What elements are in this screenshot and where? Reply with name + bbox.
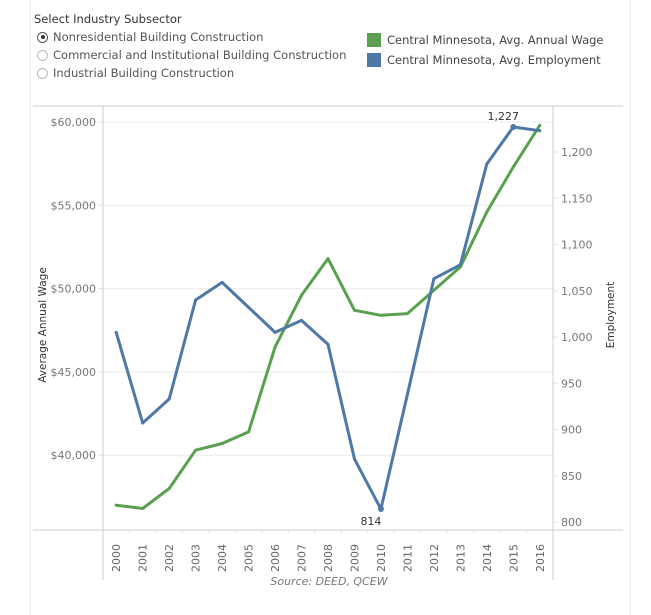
right-tick-label: 950	[561, 377, 582, 390]
data-point[interactable]	[273, 330, 277, 334]
legend-label: Central Minnesota, Avg. Annual Wage	[387, 33, 604, 47]
left-axis-ticks: $40,000 $45,000 $50,000 $55,000 $60,000	[51, 116, 103, 462]
left-tick-label: $45,000	[51, 366, 97, 379]
panel-divider-left	[30, 0, 31, 615]
annotated-point[interactable]	[510, 124, 517, 131]
left-axis-title: Average Annual Wage	[37, 267, 49, 383]
x-tick-label: 2007	[296, 544, 309, 572]
data-point[interactable]	[352, 308, 356, 312]
legend-label: Central Minnesota, Avg. Employment	[387, 53, 601, 67]
data-point[interactable]	[220, 280, 224, 284]
data-point[interactable]	[167, 397, 171, 401]
series-lines	[114, 123, 542, 511]
right-tick-label: 1,200	[561, 146, 593, 159]
data-point[interactable]	[300, 293, 304, 297]
x-tick-label: 2010	[375, 544, 388, 572]
right-tick-label: 1,100	[561, 239, 593, 252]
data-label: 814	[360, 515, 381, 528]
x-tick-label: 2015	[507, 544, 520, 572]
right-tick-label: 1,150	[561, 192, 593, 205]
data-point[interactable]	[405, 392, 409, 396]
data-point[interactable]	[432, 277, 436, 281]
data-point[interactable]	[326, 342, 330, 346]
x-tick-label: 2012	[428, 544, 441, 572]
data-point[interactable]	[379, 313, 383, 317]
left-tick-label: $40,000	[51, 449, 97, 462]
data-point[interactable]	[167, 487, 171, 491]
data-point[interactable]	[352, 457, 356, 461]
radio-option-commercial-institutional[interactable]: Commercial and Institutional Building Co…	[37, 48, 346, 62]
data-point[interactable]	[485, 210, 489, 214]
data-point[interactable]	[326, 257, 330, 261]
panel-divider-right	[630, 0, 631, 615]
data-point[interactable]	[511, 165, 515, 169]
x-tick-label: 2009	[348, 544, 361, 572]
x-tick-label: 2001	[137, 544, 150, 572]
radio-option-label: Industrial Building Construction	[53, 66, 235, 80]
radio-selected-icon[interactable]	[37, 31, 48, 43]
data-point[interactable]	[220, 442, 224, 446]
data-point[interactable]	[432, 288, 436, 292]
x-tick-label: 2008	[322, 544, 335, 572]
source-note: Source: DEED, QCEW	[270, 575, 388, 588]
annotations: 814 1,227	[360, 110, 519, 528]
radio-option-label: Nonresidential Building Construction	[53, 30, 264, 44]
data-point[interactable]	[194, 448, 198, 452]
data-point[interactable]	[114, 330, 118, 334]
x-axis-ticks: 2000 2001 2002 2003 2004 2005 2006 2007 2008 2009…	[110, 530, 547, 572]
legend-swatch-blue	[367, 53, 381, 67]
data-point[interactable]	[247, 430, 251, 434]
right-tick-label: 850	[561, 470, 582, 483]
data-point[interactable]	[247, 305, 251, 309]
data-point[interactable]	[141, 421, 145, 425]
radio-unselected-icon[interactable]	[37, 49, 48, 61]
data-point[interactable]	[114, 503, 118, 507]
left-tick-label: $55,000	[51, 199, 97, 212]
legend-item-wage[interactable]: Central Minnesota, Avg. Annual Wage	[367, 33, 604, 47]
legend-item-employment[interactable]: Central Minnesota, Avg. Employment	[367, 53, 601, 67]
legend-swatch-green	[367, 33, 381, 47]
right-tick-label: 1,000	[561, 331, 593, 344]
data-point[interactable]	[273, 345, 277, 349]
radio-unselected-icon[interactable]	[37, 67, 48, 79]
right-tick-label: 900	[561, 424, 582, 437]
filter-title: Select Industry Subsector	[34, 12, 182, 26]
data-point[interactable]	[141, 507, 145, 511]
right-tick-label: 1,050	[561, 285, 593, 298]
x-tick-label: 2004	[216, 544, 229, 572]
x-tick-label: 2011	[401, 544, 414, 572]
right-axis-title: Employment	[605, 282, 617, 349]
radio-option-nonresidential[interactable]: Nonresidential Building Construction	[37, 30, 263, 44]
data-label: 1,227	[488, 110, 520, 123]
annotated-point[interactable]	[377, 506, 384, 513]
series-line-wage[interactable]	[114, 123, 542, 510]
gridlines	[103, 121, 553, 456]
x-tick-label: 2005	[243, 544, 256, 572]
x-tick-label: 2003	[190, 544, 203, 572]
left-tick-label: $60,000	[51, 116, 97, 129]
x-tick-label: 2016	[534, 544, 547, 572]
left-tick-label: $50,000	[51, 283, 97, 296]
data-point[interactable]	[538, 123, 542, 127]
data-point[interactable]	[458, 263, 462, 267]
data-point[interactable]	[485, 162, 489, 166]
right-axis-ticks: 800 850 900 950 1,000 1,050 1,100 1,150 1,200	[553, 146, 593, 529]
x-tick-label: 2013	[454, 544, 467, 572]
right-tick-label: 800	[561, 516, 582, 529]
radio-option-label: Commercial and Institutional Building Co…	[53, 48, 347, 62]
data-point[interactable]	[194, 298, 198, 302]
data-point[interactable]	[300, 318, 304, 322]
x-tick-label: 2000	[110, 544, 123, 572]
x-tick-label: 2014	[481, 544, 494, 572]
data-point[interactable]	[405, 312, 409, 316]
data-point[interactable]	[538, 129, 542, 133]
series-line-employment[interactable]	[114, 125, 542, 511]
x-tick-label: 2002	[163, 544, 176, 572]
radio-option-industrial[interactable]: Industrial Building Construction	[37, 66, 234, 80]
x-tick-label: 2006	[269, 544, 282, 572]
